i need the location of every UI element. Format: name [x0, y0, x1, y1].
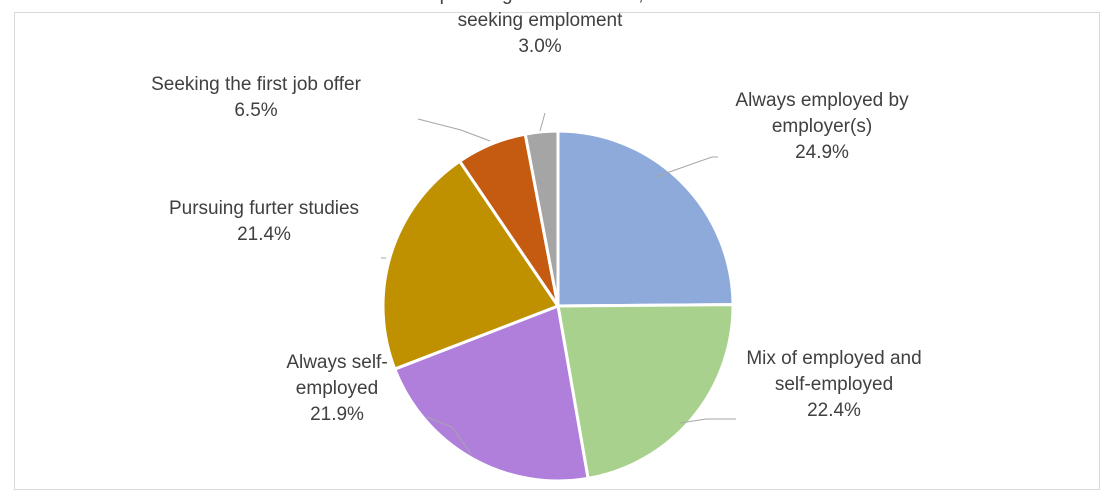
data-labels: Always employed by employer(s) 24.9% Mix of… — [151, 0, 922, 425]
data-label: Mix of employed and self-employed 22.4% — [746, 348, 921, 421]
data-label-category: employer(s) — [772, 116, 872, 137]
data-label: Always employed by employer(s) 24.9% — [735, 90, 909, 163]
data-label-value: 6.5% — [234, 100, 277, 121]
pie-slice — [556, 303, 735, 480]
data-label: Always self-employed 21.9% — [286, 352, 387, 425]
data-label: Seeking the first job offer 6.5% — [151, 74, 361, 121]
data-label-value: 3.0% — [518, 36, 561, 57]
data-label-category: seeking emploment — [458, 10, 623, 31]
pie-slice — [523, 129, 560, 308]
leader-line — [426, 416, 472, 455]
pie-slice — [393, 304, 590, 483]
data-label: Not pursuing further studies, not seeking… — [405, 0, 676, 57]
leader-line — [539, 112, 546, 132]
data-label-category: Always employed by — [735, 90, 909, 111]
data-label-value: 22.4% — [807, 400, 861, 421]
data-label-category: Always self- — [286, 352, 387, 373]
leader-lines — [381, 112, 736, 455]
pie-slice — [556, 129, 735, 308]
data-label-category: employed — [296, 378, 378, 399]
data-label-category: Seeking the first job offer — [151, 74, 361, 95]
data-label-category: self-employed — [775, 374, 893, 395]
leader-line — [417, 118, 491, 142]
pie-slices — [381, 129, 735, 483]
pie-slice — [381, 159, 560, 371]
data-label-value: 21.9% — [310, 404, 364, 425]
data-label-value: 24.9% — [795, 142, 849, 163]
data-label-category: Not pursuing further studies, not — [405, 0, 676, 5]
data-label: Pursuing furter studies 21.4% — [169, 198, 359, 245]
leader-line — [654, 156, 718, 178]
data-label-category: Mix of employed and — [746, 348, 921, 369]
data-label-category: Pursuing furter studies — [169, 198, 359, 219]
leader-line — [679, 418, 736, 424]
data-label-value: 21.4% — [237, 224, 291, 245]
